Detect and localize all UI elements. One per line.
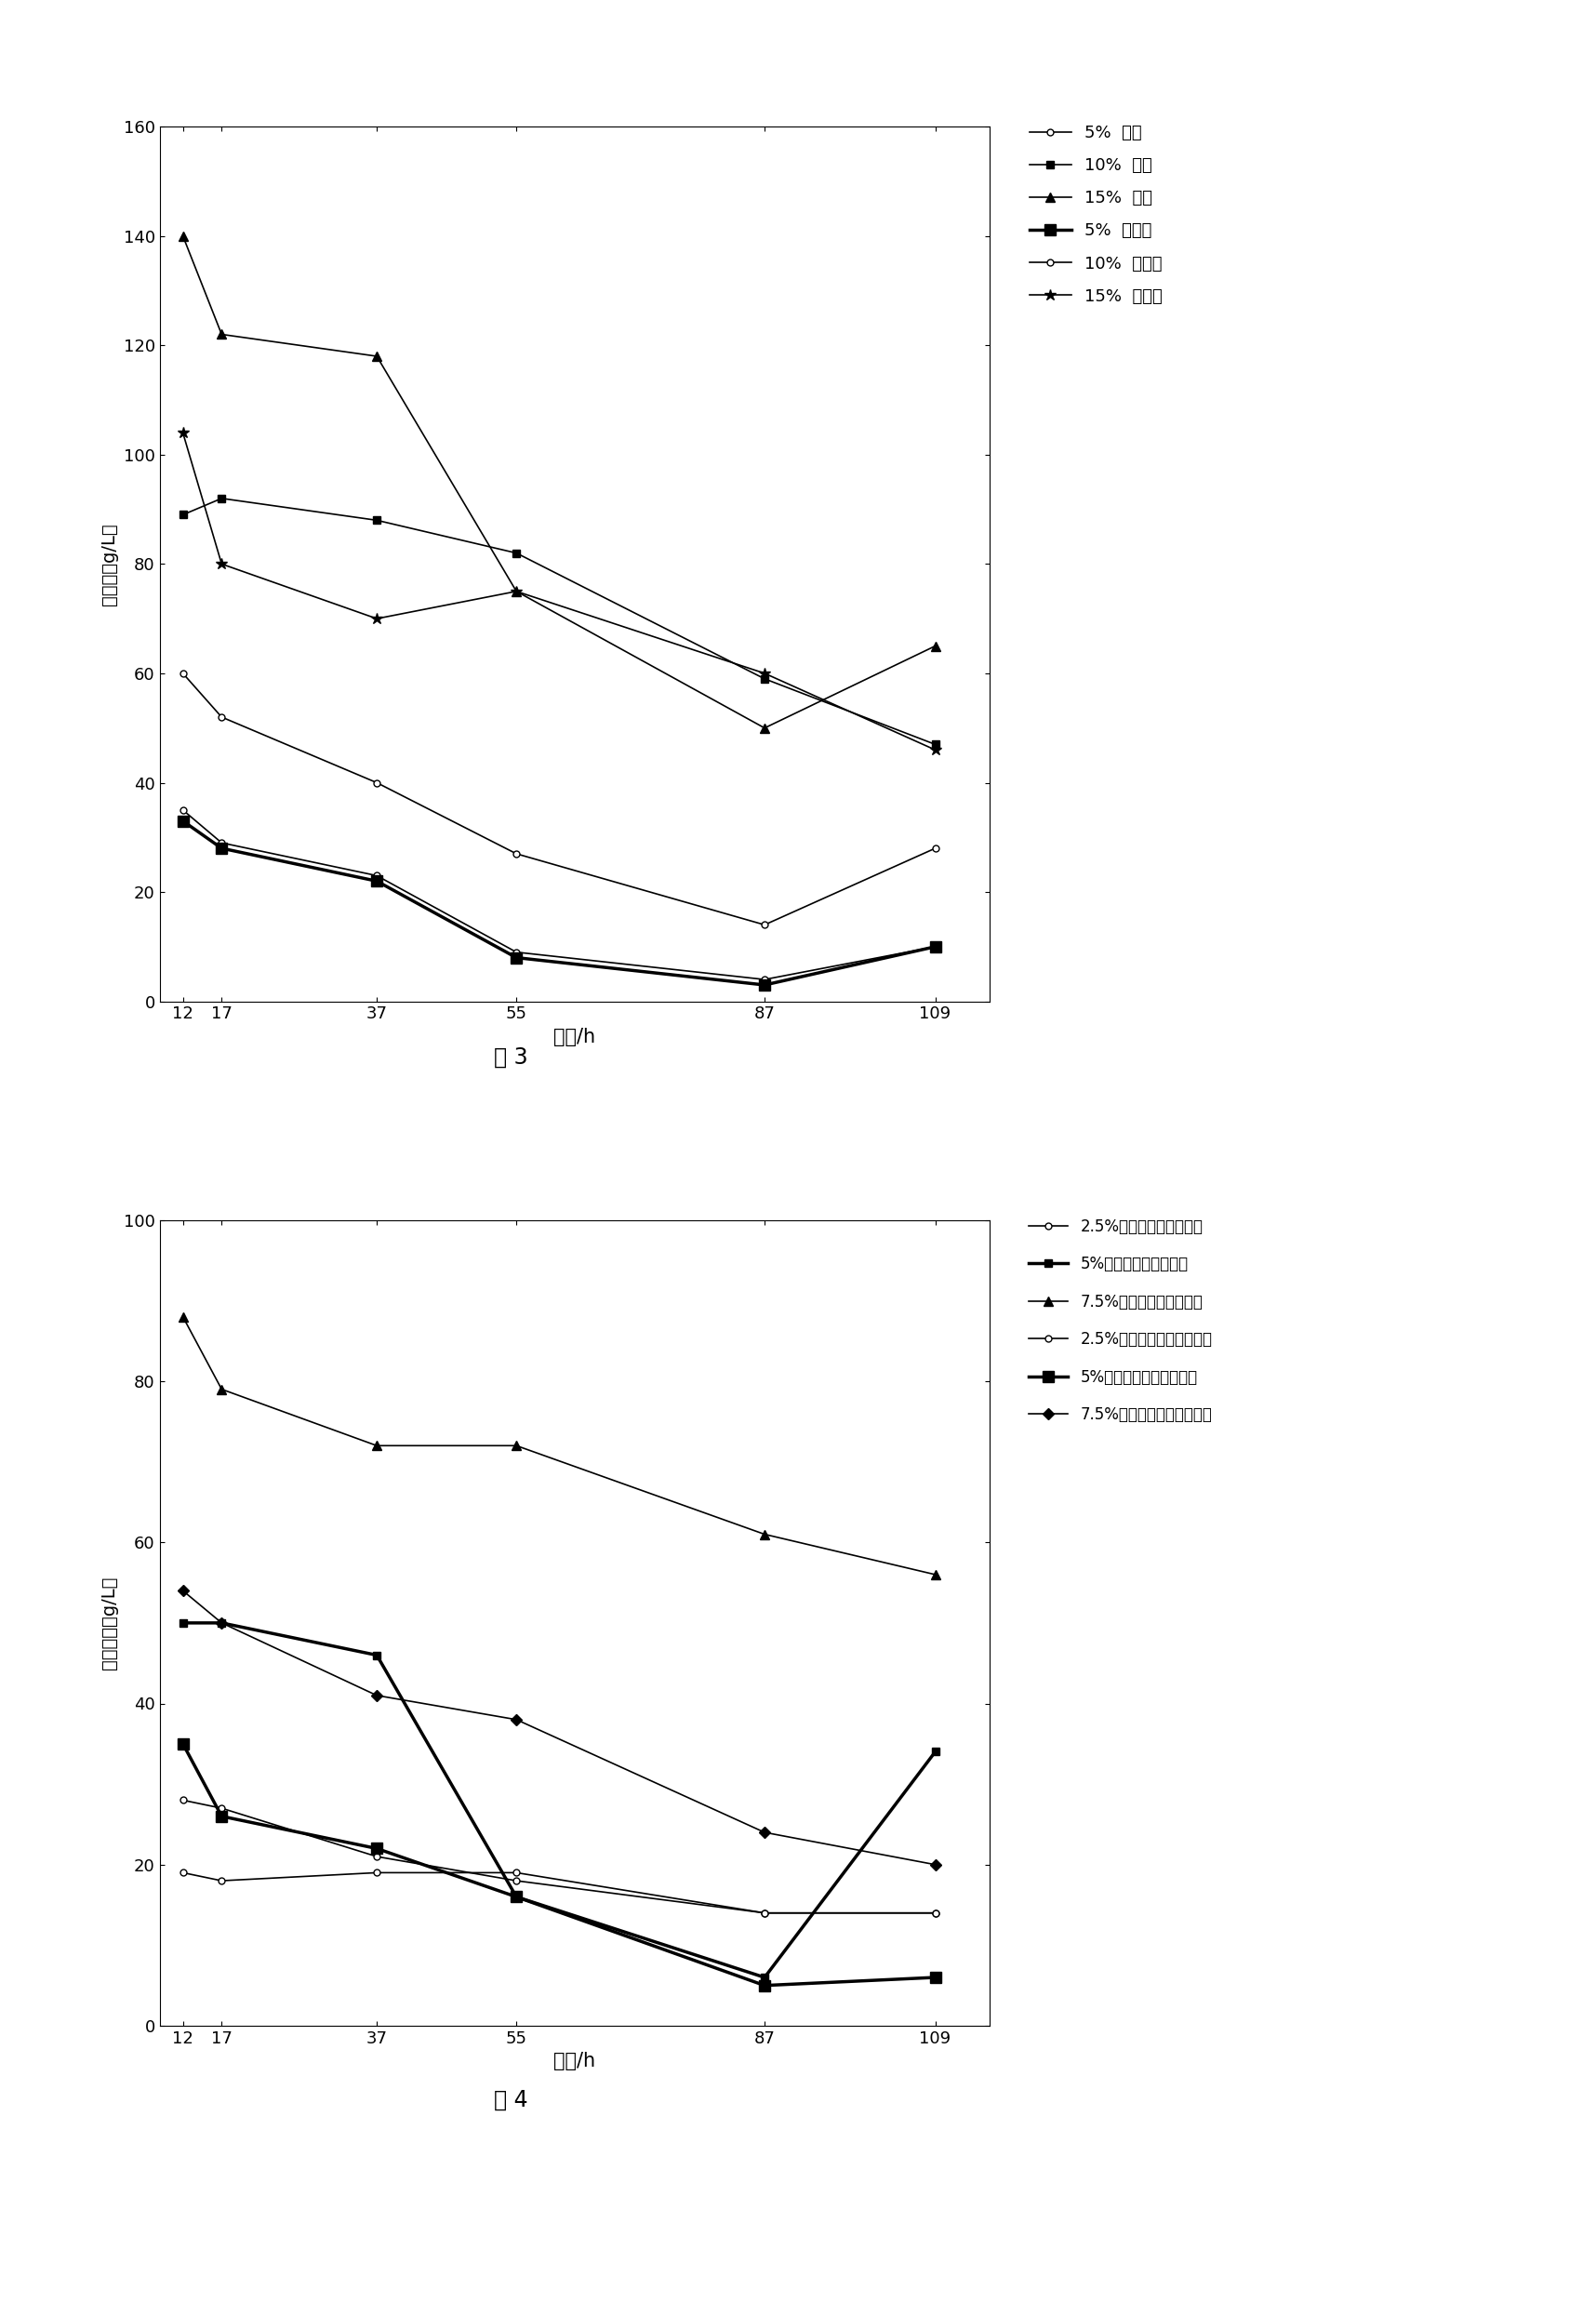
10%  木糖 xyxy=(508,539,527,566)
7.5%（混合糖中的木糖） xyxy=(212,1377,231,1404)
15%  木糖 xyxy=(755,714,774,741)
15%  木糖 xyxy=(174,223,193,251)
15%  木糖 xyxy=(926,633,945,661)
5%  木糖 xyxy=(174,796,193,824)
5%  木糖 xyxy=(508,939,527,967)
5%（混合糖中的葡萄糖） xyxy=(174,1731,193,1759)
2.5%（混合糖中的葡萄糖） xyxy=(508,1860,527,1888)
X-axis label: 时间/h: 时间/h xyxy=(554,1027,595,1047)
5%（混合糖中的葡萄糖） xyxy=(367,1835,386,1862)
2.5%（混合糖中的木糖） xyxy=(508,1867,527,1895)
15%  葡萄糖 xyxy=(508,578,527,605)
5%  木糖 xyxy=(755,967,774,994)
5%  木糖 xyxy=(212,829,231,856)
Y-axis label: 糖浓度（g/L）: 糖浓度（g/L） xyxy=(101,523,118,605)
5%  葡萄糖 xyxy=(508,944,527,971)
5%（混合糖中的木糖） xyxy=(508,1883,527,1911)
Line: 7.5%（混合糖中的木糖）: 7.5%（混合糖中的木糖） xyxy=(179,1312,940,1579)
2.5%（混合糖中的葡萄糖） xyxy=(212,1867,231,1895)
2.5%（混合糖中的木糖） xyxy=(926,1899,945,1927)
Line: 7.5%（混合糖中的葡萄糖）: 7.5%（混合糖中的葡萄糖） xyxy=(179,1586,938,1869)
5%（混合糖中的木糖） xyxy=(755,1964,774,1991)
Legend: 2.5%（混合糖中的木糖）, 5%（混合糖中的木糖）, 7.5%（混合糖中的木糖）, 2.5%（混合糖中的葡萄糖）, 5%（混合糖中的葡萄糖）, 7.5%（混合: 2.5%（混合糖中的木糖）, 5%（混合糖中的木糖）, 7.5%（混合糖中的木糖… xyxy=(1023,1211,1218,1430)
10%  木糖 xyxy=(212,486,231,513)
Line: 15%  葡萄糖: 15% 葡萄糖 xyxy=(177,426,942,755)
5%（混合糖中的葡萄糖） xyxy=(755,1971,774,1998)
15%  葡萄糖 xyxy=(367,605,386,633)
7.5%（混合糖中的葡萄糖） xyxy=(508,1706,527,1733)
7.5%（混合糖中的葡萄糖） xyxy=(174,1577,193,1604)
Y-axis label: 糖浓度／（g/L）: 糖浓度／（g/L） xyxy=(101,1577,118,1669)
7.5%（混合糖中的葡萄糖） xyxy=(755,1819,774,1846)
X-axis label: 时间/h: 时间/h xyxy=(554,2051,595,2072)
Line: 10%  木糖: 10% 木糖 xyxy=(179,495,938,748)
7.5%（混合糖中的葡萄糖） xyxy=(926,1851,945,1878)
5%（混合糖中的葡萄糖） xyxy=(212,1802,231,1830)
15%  葡萄糖 xyxy=(926,737,945,764)
15%  葡萄糖 xyxy=(755,658,774,686)
Line: 10%  葡萄糖: 10% 葡萄糖 xyxy=(180,670,938,928)
10%  木糖 xyxy=(755,665,774,693)
5%  葡萄糖 xyxy=(926,932,945,960)
5%  木糖 xyxy=(926,932,945,960)
Line: 2.5%（混合糖中的木糖）: 2.5%（混合糖中的木糖） xyxy=(180,1798,938,1915)
10%  木糖 xyxy=(926,730,945,757)
Line: 2.5%（混合糖中的葡萄糖）: 2.5%（混合糖中的葡萄糖） xyxy=(180,1869,938,1915)
15%  木糖 xyxy=(367,343,386,371)
Line: 5%  木糖: 5% 木糖 xyxy=(180,806,938,983)
15%  葡萄糖 xyxy=(174,419,193,447)
2.5%（混合糖中的葡萄糖） xyxy=(367,1860,386,1888)
7.5%（混合糖中的木糖） xyxy=(367,1432,386,1459)
5%  葡萄糖 xyxy=(367,868,386,895)
2.5%（混合糖中的葡萄糖） xyxy=(926,1899,945,1927)
10%  木糖 xyxy=(367,506,386,534)
5%（混合糖中的葡萄糖） xyxy=(508,1883,527,1911)
7.5%（混合糖中的木糖） xyxy=(508,1432,527,1459)
10%  木糖 xyxy=(174,502,193,529)
2.5%（混合糖中的木糖） xyxy=(755,1899,774,1927)
10%  葡萄糖 xyxy=(367,769,386,796)
15%  木糖 xyxy=(212,320,231,348)
2.5%（混合糖中的木糖） xyxy=(174,1786,193,1814)
15%  木糖 xyxy=(508,578,527,605)
Text: 图 3: 图 3 xyxy=(493,1045,528,1068)
10%  葡萄糖 xyxy=(926,836,945,863)
10%  葡萄糖 xyxy=(174,658,193,686)
5%（混合糖中的葡萄糖） xyxy=(926,1964,945,1991)
5%  葡萄糖 xyxy=(212,836,231,863)
5%（混合糖中的木糖） xyxy=(212,1609,231,1637)
10%  葡萄糖 xyxy=(508,840,527,868)
Legend: 5%  木糖, 10%  木糖, 15%  木糖, 5%  葡萄糖, 10%  葡萄糖, 15%  葡萄糖: 5% 木糖, 10% 木糖, 15% 木糖, 5% 葡萄糖, 10% 葡萄糖, … xyxy=(1023,117,1170,311)
7.5%（混合糖中的木糖） xyxy=(755,1519,774,1547)
2.5%（混合糖中的木糖） xyxy=(367,1842,386,1869)
Line: 5%  葡萄糖: 5% 葡萄糖 xyxy=(177,815,940,990)
2.5%（混合糖中的葡萄糖） xyxy=(174,1860,193,1888)
5%  葡萄糖 xyxy=(755,971,774,999)
Line: 15%  木糖: 15% 木糖 xyxy=(179,233,940,732)
10%  葡萄糖 xyxy=(212,704,231,732)
10%  葡萄糖 xyxy=(755,912,774,939)
Line: 5%（混合糖中的葡萄糖）: 5%（混合糖中的葡萄糖） xyxy=(177,1738,940,1991)
5%（混合糖中的木糖） xyxy=(174,1609,193,1637)
5%（混合糖中的木糖） xyxy=(367,1641,386,1669)
2.5%（混合糖中的木糖） xyxy=(212,1796,231,1823)
5%（混合糖中的木糖） xyxy=(926,1738,945,1766)
2.5%（混合糖中的葡萄糖） xyxy=(755,1899,774,1927)
7.5%（混合糖中的木糖） xyxy=(926,1561,945,1588)
15%  葡萄糖 xyxy=(212,550,231,578)
Line: 5%（混合糖中的木糖）: 5%（混合糖中的木糖） xyxy=(179,1618,938,1982)
5%  葡萄糖 xyxy=(174,808,193,836)
5%  木糖 xyxy=(367,861,386,889)
7.5%（混合糖中的葡萄糖） xyxy=(367,1680,386,1708)
Text: 图 4: 图 4 xyxy=(493,2088,528,2111)
7.5%（混合糖中的木糖） xyxy=(174,1303,193,1331)
7.5%（混合糖中的葡萄糖） xyxy=(212,1609,231,1637)
